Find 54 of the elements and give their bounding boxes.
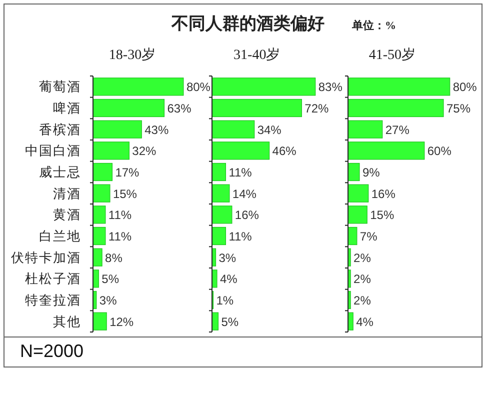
subtitle: 单位：% (352, 20, 396, 32)
category-label: 黄酒 (53, 207, 81, 222)
data-label: 75% (446, 102, 470, 116)
data-label: 11% (228, 230, 252, 244)
data-label: 15% (112, 186, 137, 201)
data-label: 14% (232, 186, 256, 201)
data-label: 8% (105, 250, 122, 265)
series-name: 18-30岁 (108, 48, 156, 63)
title: 不同人群的酒类偏好 (172, 14, 324, 33)
series-name: 31-40岁 (234, 48, 280, 63)
data-label: 32% (132, 144, 156, 158)
data-label: 1% (216, 294, 234, 308)
data-label: 3% (99, 294, 117, 308)
category-label: 特奎拉酒 (25, 292, 81, 308)
data-label: 11% (108, 230, 132, 244)
category-label: 威士忌 (39, 164, 81, 180)
data-label: 4% (220, 272, 238, 286)
category-label: 杜松子酒 (25, 271, 81, 286)
data-label: 46% (272, 144, 296, 158)
data-label: 5% (221, 314, 239, 329)
annotation: N=2000 (20, 341, 84, 361)
data-label: 9% (362, 166, 380, 180)
category-label: 中国白酒 (25, 143, 81, 158)
data-label: 34% (257, 122, 282, 137)
category-label: 伏特卡加酒 (11, 250, 81, 265)
data-label: 7% (360, 230, 378, 244)
data-label: 27% (385, 122, 410, 137)
data-label: 2% (354, 294, 371, 308)
data-label: 80% (186, 80, 210, 94)
category-label: 啤酒 (53, 100, 81, 116)
data-label: 72% (304, 102, 329, 116)
category-label: 其他 (53, 314, 81, 329)
data-label: 16% (234, 208, 259, 222)
data-label: 11% (228, 166, 252, 180)
category-label: 香槟酒 (39, 122, 81, 137)
data-label: 4% (356, 314, 374, 329)
data-label: 15% (370, 208, 394, 222)
category-label: 白兰地 (39, 228, 81, 244)
data-label: 3% (218, 250, 236, 265)
data-label: 17% (115, 166, 140, 180)
series-name: 41-50岁 (368, 48, 416, 63)
data-label: 12% (110, 314, 134, 329)
data-label: 63% (167, 102, 192, 116)
data-label: 43% (144, 122, 169, 137)
category-label: 葡萄酒 (39, 79, 81, 94)
data-label: 5% (102, 272, 119, 286)
data-label: 2% (354, 272, 371, 286)
data-label: 11% (108, 208, 132, 222)
data-label: 16% (371, 186, 396, 201)
data-label: 80% (452, 80, 477, 94)
category-label: 清酒 (53, 186, 81, 201)
data-label: 83% (318, 80, 342, 94)
data-label: 2% (354, 250, 371, 265)
data-label: 60% (427, 144, 452, 158)
